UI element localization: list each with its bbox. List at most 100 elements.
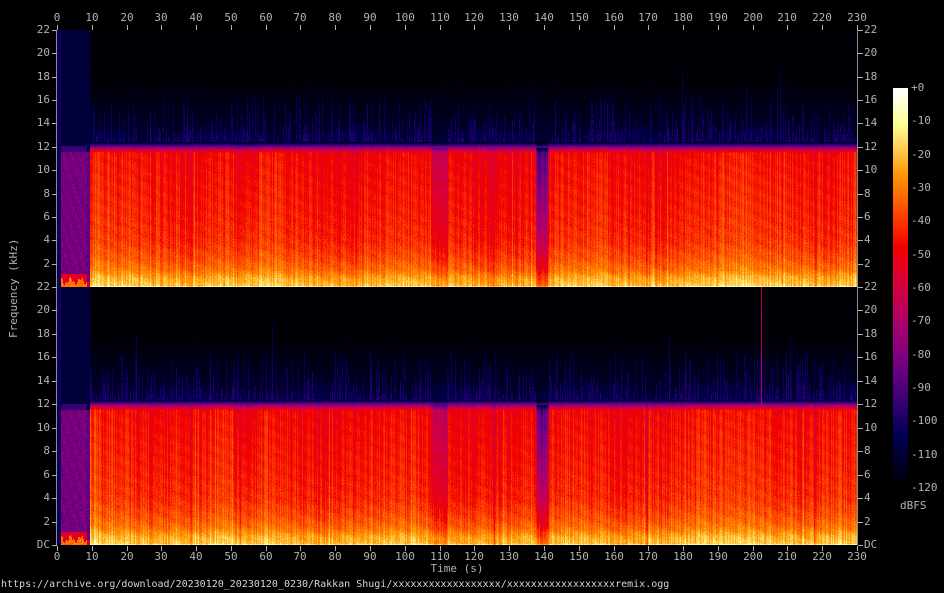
time-tick-mark — [127, 25, 128, 30]
time-tick-mark — [753, 25, 754, 30]
time-tick-label: 210 — [777, 550, 797, 563]
time-tick-label: 20 — [120, 11, 134, 24]
time-tick-mark — [509, 546, 510, 551]
time-tick-label: 130 — [499, 11, 519, 24]
time-tick-mark — [648, 546, 649, 551]
db-tick-label: -90 — [911, 381, 931, 394]
time-tick-mark — [196, 25, 197, 30]
freq-tick-label: 6 — [864, 468, 871, 481]
freq-tick-mark — [858, 53, 863, 54]
freq-tick-mark — [858, 498, 863, 499]
colorbar-gradient — [893, 88, 908, 488]
freq-tick-label: 2 — [864, 257, 871, 270]
freq-tick-mark — [52, 240, 57, 241]
time-tick-label: 0 — [53, 550, 61, 563]
freq-tick-mark — [858, 522, 863, 523]
freq-tick-label: 14 — [36, 116, 50, 129]
time-tick-mark — [509, 25, 510, 30]
freq-tick-label: 20 — [36, 303, 50, 316]
freq-tick-mark — [858, 545, 863, 546]
time-tick-label: 80 — [328, 550, 342, 563]
db-tick-label: -100 — [911, 414, 938, 427]
time-tick-mark — [57, 25, 58, 30]
freq-tick-mark — [858, 170, 863, 171]
freq-tick-mark — [52, 147, 57, 148]
time-tick-label: 30 — [154, 550, 168, 563]
freq-tick-label: 2 — [43, 257, 50, 270]
time-tick-label: 230 — [847, 550, 867, 563]
freq-tick-label: 22 — [36, 23, 50, 36]
time-tick-mark — [266, 546, 267, 551]
time-tick-mark — [614, 546, 615, 551]
db-tick-label: -120 — [911, 481, 938, 494]
freq-tick-label: 22 — [864, 23, 878, 36]
freq-tick-mark — [52, 100, 57, 101]
x-axis-title: Time (s) — [430, 562, 484, 575]
time-tick-mark — [370, 25, 371, 30]
freq-tick-mark — [52, 217, 57, 218]
time-tick-mark — [787, 25, 788, 30]
db-tick-label: -20 — [911, 148, 931, 161]
freq-tick-mark — [52, 53, 57, 54]
freq-tick-label: 22 — [36, 280, 50, 293]
freq-tick-label: 4 — [864, 491, 871, 504]
freq-tick-mark — [52, 310, 57, 311]
time-tick-mark — [544, 546, 545, 551]
db-tick-label: -40 — [911, 214, 931, 227]
freq-tick-label: 8 — [43, 187, 50, 200]
freq-tick-mark — [52, 30, 57, 31]
time-tick-label: 70 — [293, 11, 307, 24]
freq-tick-mark — [858, 287, 863, 288]
time-tick-label: 150 — [569, 550, 589, 563]
freq-tick-label: 20 — [864, 303, 878, 316]
freq-tick-mark — [52, 404, 57, 405]
freq-tick-mark — [52, 381, 57, 382]
time-tick-mark — [787, 546, 788, 551]
time-tick-mark — [857, 25, 858, 30]
freq-tick-label: 18 — [864, 327, 878, 340]
time-tick-mark — [440, 546, 441, 551]
time-tick-mark — [92, 546, 93, 551]
time-tick-label: 110 — [430, 550, 450, 563]
freq-tick-label: 22 — [864, 280, 878, 293]
freq-tick-mark — [858, 30, 863, 31]
time-tick-label: 140 — [534, 550, 554, 563]
freq-tick-mark — [52, 475, 57, 476]
time-tick-label: 120 — [464, 11, 484, 24]
colorbar-unit-label: dBFS — [900, 499, 927, 512]
freq-tick-mark — [858, 310, 863, 311]
freq-tick-mark — [52, 451, 57, 452]
freq-tick-mark — [858, 381, 863, 382]
freq-tick-label: 2 — [864, 515, 871, 528]
freq-tick-label: 12 — [864, 397, 878, 410]
freq-tick-mark — [52, 77, 57, 78]
freq-tick-label: 10 — [864, 421, 878, 434]
freq-tick-mark — [858, 217, 863, 218]
freq-tick-mark — [52, 194, 57, 195]
db-tick-label: -80 — [911, 348, 931, 361]
time-tick-label: 70 — [293, 550, 307, 563]
time-tick-label: 180 — [673, 11, 693, 24]
time-tick-label: 90 — [363, 11, 377, 24]
time-tick-mark — [335, 546, 336, 551]
time-tick-mark — [579, 546, 580, 551]
freq-tick-label: 8 — [864, 187, 871, 200]
freq-tick-label: 10 — [36, 421, 50, 434]
time-tick-mark — [196, 546, 197, 551]
time-tick-label: 200 — [743, 11, 763, 24]
freq-tick-mark — [858, 264, 863, 265]
freq-tick-label: 12 — [36, 397, 50, 410]
spectrogram-heatmap — [57, 30, 857, 545]
time-tick-mark — [127, 546, 128, 551]
time-tick-label: 20 — [120, 550, 134, 563]
time-tick-mark — [405, 25, 406, 30]
time-tick-mark — [544, 25, 545, 30]
time-tick-mark — [266, 25, 267, 30]
freq-tick-mark — [858, 194, 863, 195]
freq-tick-label: 12 — [36, 140, 50, 153]
time-tick-mark — [474, 546, 475, 551]
time-tick-label: 170 — [638, 550, 658, 563]
time-tick-label: 120 — [464, 550, 484, 563]
freq-tick-mark — [858, 240, 863, 241]
time-tick-label: 100 — [395, 11, 415, 24]
